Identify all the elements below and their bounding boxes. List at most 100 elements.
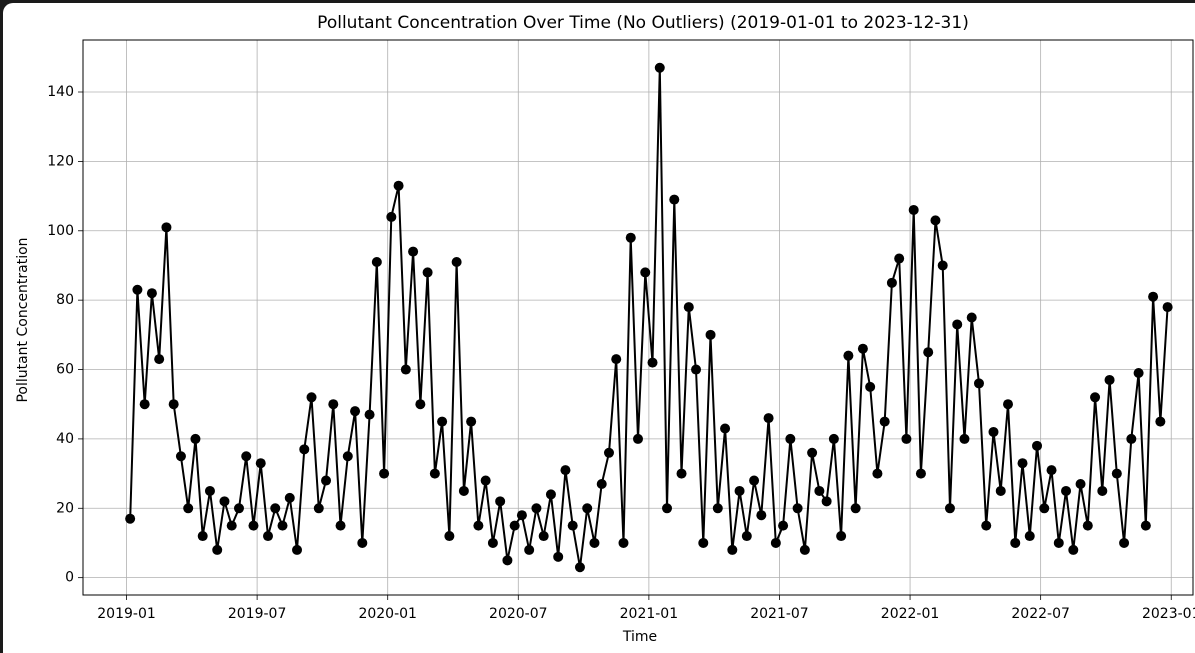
y-tick-label: 60: [56, 362, 74, 378]
data-point: [763, 413, 774, 424]
data-point: [1010, 537, 1021, 548]
data-point: [683, 302, 694, 313]
data-point: [183, 503, 194, 514]
data-point: [146, 288, 157, 299]
data-point: [292, 544, 303, 555]
x-tick-label: 2022-07: [1011, 606, 1070, 622]
data-point: [582, 503, 593, 514]
data-point: [1075, 479, 1086, 489]
data-point: [226, 520, 237, 531]
data-point: [545, 489, 556, 500]
data-point: [603, 447, 614, 458]
data-point: [328, 399, 339, 410]
data-point: [821, 496, 832, 507]
data-point: [284, 492, 295, 503]
x-tick-label: 2020-01: [358, 606, 417, 622]
data-point: [553, 551, 564, 562]
data-point: [944, 503, 955, 514]
data-point: [241, 451, 252, 462]
y-tick-label: 40: [56, 431, 74, 447]
data-point: [952, 319, 963, 330]
data-point: [219, 496, 230, 507]
data-point: [451, 257, 462, 267]
data-point: [799, 544, 810, 555]
data-point: [364, 409, 375, 420]
data-point: [516, 510, 527, 521]
data-point: [197, 531, 208, 542]
data-point: [1068, 544, 1079, 555]
data-point: [538, 531, 549, 542]
data-point: [335, 520, 346, 531]
data-point: [168, 399, 179, 410]
data-point: [437, 416, 448, 427]
data-point: [371, 257, 382, 267]
data-point: [524, 544, 535, 555]
data-point: [255, 458, 266, 469]
data-point: [567, 520, 578, 531]
data-point: [299, 444, 310, 455]
data-point: [574, 562, 585, 573]
data-point: [1148, 291, 1159, 302]
data-point: [560, 465, 571, 476]
y-tick-label: 120: [47, 153, 74, 169]
data-point: [712, 503, 723, 514]
data-point: [379, 468, 390, 479]
data-point: [1061, 485, 1072, 496]
data-point: [995, 485, 1006, 496]
data-point: [473, 520, 484, 531]
data-point: [589, 537, 600, 548]
x-axis-label: Time: [622, 629, 657, 645]
data-point: [313, 503, 324, 514]
data-point: [248, 520, 259, 531]
data-point: [321, 475, 332, 486]
data-point: [691, 364, 702, 375]
data-point: [611, 354, 622, 365]
x-tick-label: 2023-01: [1142, 606, 1195, 622]
data-point: [640, 267, 651, 278]
data-point: [1097, 485, 1108, 496]
data-point: [843, 350, 854, 361]
data-point: [1104, 374, 1115, 385]
data-point: [444, 531, 455, 542]
data-point: [357, 537, 368, 548]
chart-title: Pollutant Concentration Over Time (No Ou…: [317, 13, 969, 33]
data-point: [204, 485, 215, 496]
data-point: [981, 520, 992, 531]
data-point: [770, 537, 781, 548]
data-point: [1053, 537, 1064, 548]
data-point: [458, 485, 469, 496]
data-point: [408, 246, 419, 257]
x-tick-label: 2021-07: [750, 606, 809, 622]
data-point: [1024, 531, 1035, 542]
data-point: [415, 399, 426, 410]
data-point: [1017, 458, 1028, 469]
data-point: [596, 479, 607, 489]
data-point: [1082, 520, 1093, 531]
y-axis-label: Pollutant Concentration: [15, 237, 31, 402]
data-point: [901, 433, 912, 444]
data-point: [125, 513, 136, 524]
data-point: [1032, 440, 1043, 451]
data-point: [988, 426, 999, 437]
data-point: [676, 468, 687, 479]
data-point: [923, 347, 934, 358]
data-point: [161, 222, 172, 233]
data-point: [350, 406, 361, 417]
x-tick-label: 2019-01: [97, 606, 156, 622]
data-point: [1155, 416, 1166, 427]
plot-frame: [82, 39, 1194, 596]
data-point: [937, 260, 948, 271]
data-point: [429, 468, 440, 479]
data-point: [698, 537, 709, 548]
data-point: [705, 329, 716, 340]
data-point: [306, 392, 317, 403]
data-point: [850, 503, 861, 514]
data-point: [1140, 520, 1151, 531]
data-point: [233, 503, 244, 514]
x-tick-label: 2020-07: [489, 606, 548, 622]
data-point: [263, 531, 273, 542]
data-point: [1126, 433, 1137, 444]
data-point: [814, 485, 825, 496]
data-point: [785, 433, 796, 444]
data-point: [502, 555, 513, 566]
